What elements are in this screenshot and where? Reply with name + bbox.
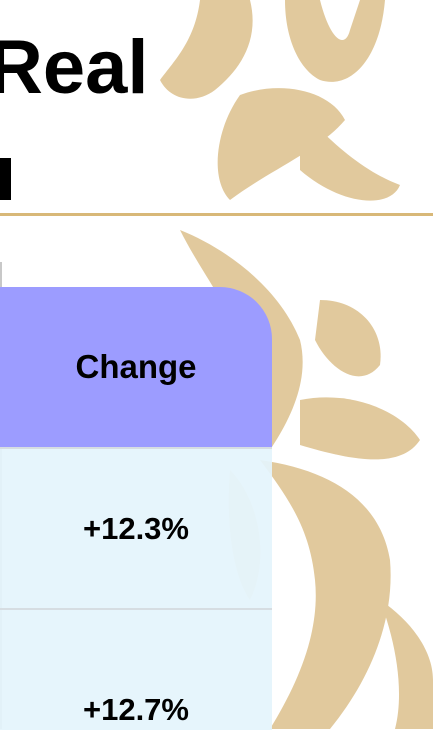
divider: [0, 213, 433, 216]
table: Change +12.3% +12.7%: [0, 287, 272, 730]
title-fragment: [0, 158, 11, 200]
table-cell: +12.7%: [0, 608, 272, 730]
header-cell: Change: [0, 287, 272, 447]
table-cell: +12.3%: [0, 447, 272, 608]
cell-text: +12.3%: [82, 510, 189, 546]
title: Real: [0, 25, 149, 110]
cell-text: +12.7%: [82, 692, 189, 727]
